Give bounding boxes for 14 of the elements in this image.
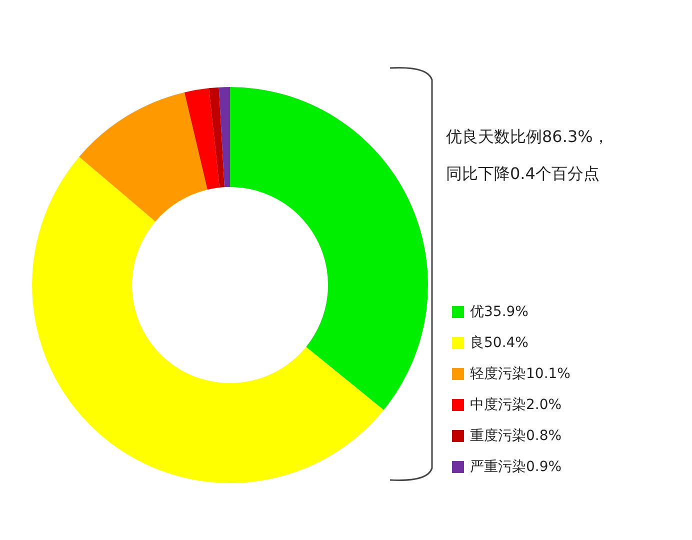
legend-label: 严重污染0.9% [470, 458, 562, 476]
text: 同比下降0.4个百分点 [446, 163, 600, 185]
legend-label: 轻度污染10.1% [470, 364, 570, 382]
text: 优良天数比例86.3%， [446, 126, 609, 148]
legend-label: 重度污染0.8% [470, 426, 562, 444]
donut-slice [184, 88, 220, 190]
legend-label: 优35.9% [470, 302, 528, 320]
donut-slice [208, 87, 224, 188]
legend-label: 良50.4% [470, 334, 528, 352]
donut-slice [32, 156, 384, 483]
legend-label: 中度污染2.0% [470, 396, 562, 414]
donut-slice [218, 87, 230, 188]
donut-slice [79, 92, 208, 222]
donut-slice [230, 87, 428, 410]
